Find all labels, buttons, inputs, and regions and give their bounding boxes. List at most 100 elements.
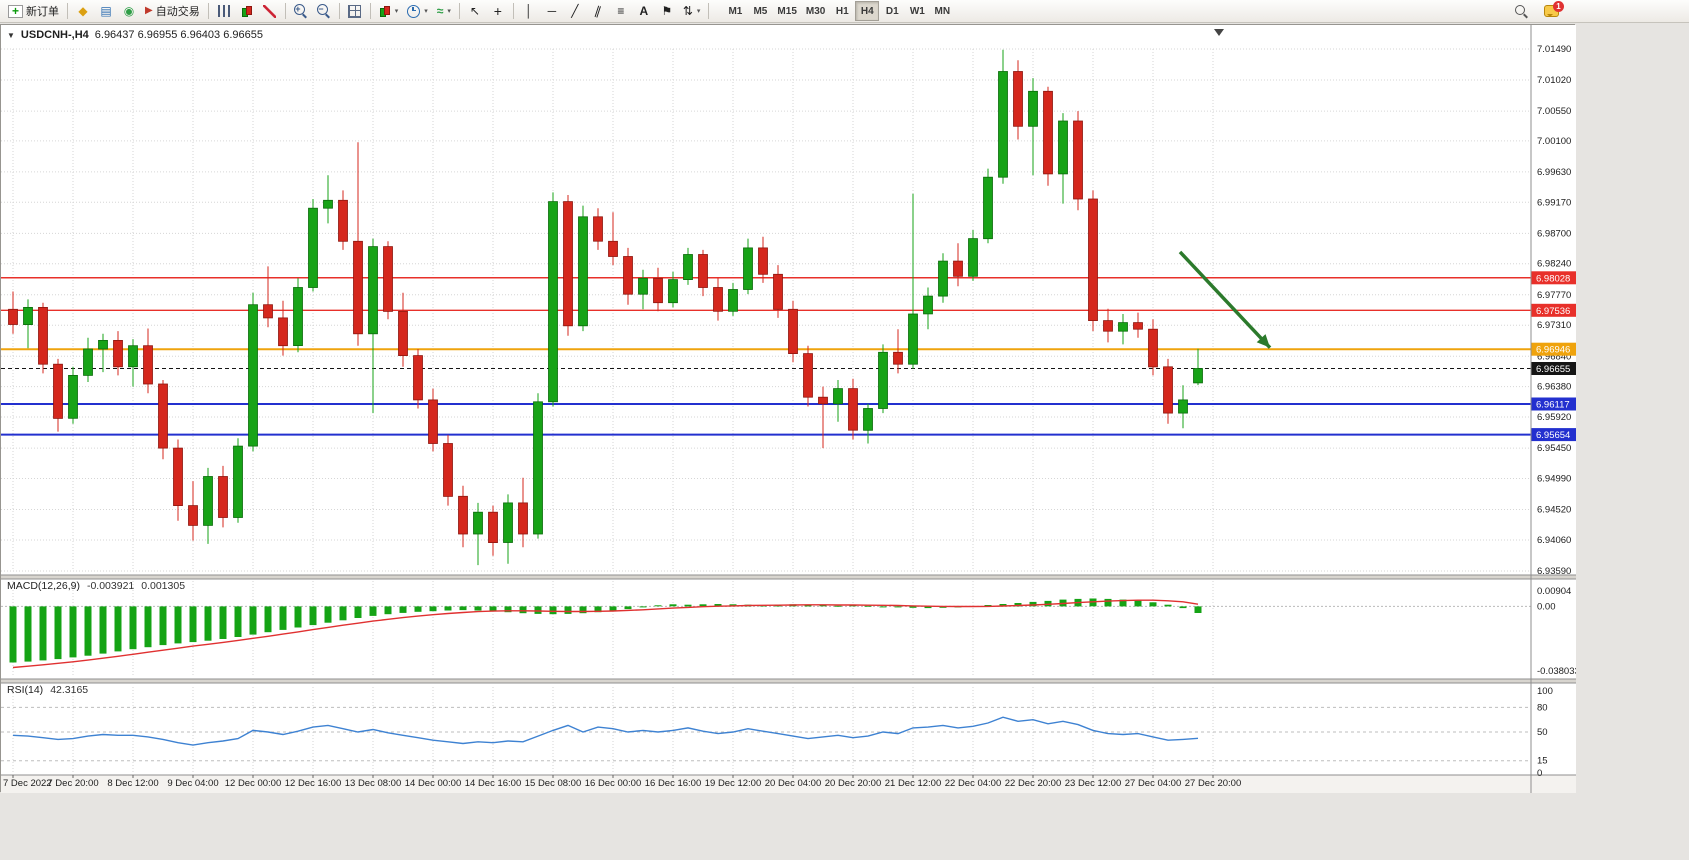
cursor-button[interactable]: ↖	[464, 1, 486, 21]
one-click-trading-toggle[interactable]: ▼	[7, 30, 15, 40]
chart-canvas[interactable]: 7.01490 7.01020 7.00550 7.00100 6.99630 6.991…	[1, 25, 1576, 793]
rsi-label: RSI(14) 42.3165	[7, 684, 88, 696]
macd-signal-line	[12, 599, 1199, 669]
search-button[interactable]	[1510, 1, 1532, 21]
candle-body	[698, 254, 708, 288]
market-watch-button[interactable]: ▤	[95, 1, 117, 21]
autotrading-label: 自动交易	[155, 6, 200, 18]
svg-text:7.00100: 7.00100	[1537, 136, 1571, 147]
navigator-button[interactable]: ◉	[118, 1, 140, 21]
zoom-in-button[interactable]: +	[290, 1, 312, 21]
autotrading-button[interactable]: ▶ 自动交易	[141, 1, 204, 21]
bar-chart-button[interactable]	[213, 1, 235, 21]
time-axis-label: 19 Dec 12:00	[705, 778, 762, 789]
label-tool-button[interactable]: ⚑	[656, 1, 678, 21]
candle-body	[1178, 399, 1188, 414]
candle-body	[668, 279, 678, 304]
indicators-button[interactable]: ≈ ▾	[433, 1, 455, 21]
candle-body	[173, 447, 183, 507]
time-axis-label: 20 Dec 20:00	[825, 778, 882, 789]
new-chart-button[interactable]: ▾	[375, 1, 403, 21]
timeframe-m15-button[interactable]: M15	[773, 1, 800, 21]
timeframe-m30-button[interactable]: M30	[802, 1, 829, 21]
candle-body	[608, 240, 618, 257]
candle-body	[83, 348, 93, 376]
candle-body	[548, 201, 558, 403]
price-badge-label: 6.97536	[1536, 306, 1570, 317]
trendline-tool-button[interactable]: ╱	[564, 1, 586, 21]
candle-body	[368, 246, 378, 335]
new-order-button[interactable]: + 新订单	[4, 1, 63, 21]
notification-badge: 1	[1553, 1, 1564, 12]
timeframe-h1-button[interactable]: H1	[830, 1, 854, 21]
chart-shift-marker[interactable]	[1214, 29, 1224, 36]
timeframe-w1-button[interactable]: W1	[905, 1, 929, 21]
timeframe-m5-button[interactable]: M5	[748, 1, 772, 21]
symbol-period-label: USDCNH-,H4	[20, 29, 89, 41]
svg-text:7.01490: 7.01490	[1537, 44, 1571, 55]
new-chart-icon	[379, 5, 391, 18]
time-axis-label: 27 Dec 04:00	[1125, 778, 1182, 789]
time-axis[interactable]	[1, 775, 1576, 793]
svg-text:6.98700: 6.98700	[1537, 228, 1571, 239]
line-chart-button[interactable]	[259, 1, 281, 21]
toolbar-right-group: 1	[1510, 1, 1564, 21]
profile-icon: ◆	[78, 4, 88, 18]
line-chart-icon	[263, 4, 277, 18]
chart-window[interactable]: 7.01490 7.01020 7.00550 7.00100 6.99630 6.991…	[0, 24, 1576, 793]
price-badge-label: 6.98028	[1536, 273, 1570, 284]
channel-tool-button[interactable]: ∥	[587, 1, 609, 21]
panel-splitter[interactable]	[1, 679, 1576, 683]
tile-windows-button[interactable]	[344, 1, 366, 21]
svg-text:6.96840: 6.96840	[1537, 351, 1571, 362]
vertical-line-tool-button[interactable]: │	[518, 1, 540, 21]
candle-body	[263, 304, 273, 319]
candle-body	[413, 355, 423, 401]
periods-button[interactable]: ▾	[403, 1, 432, 21]
svg-text:6.96380: 6.96380	[1537, 382, 1571, 393]
panel-splitter[interactable]	[1, 575, 1576, 579]
candle-body	[983, 176, 993, 240]
arrows-tool-button[interactable]: ⇅ ▾	[679, 1, 705, 21]
toolbar-separator	[284, 3, 286, 19]
horizontal-line-tool-button[interactable]: ─	[541, 1, 563, 21]
timeframe-m1-button[interactable]: M1	[723, 1, 747, 21]
notifications-button[interactable]: 1	[1540, 1, 1564, 21]
macd-value: -0.003921	[86, 580, 135, 592]
price-badge	[1531, 397, 1576, 411]
macd-name: MACD(12,26,9)	[7, 580, 80, 592]
candle-body	[1148, 328, 1158, 368]
macd-scale-label: 0.00	[1537, 601, 1556, 612]
candle-body	[713, 287, 723, 312]
time-axis-label: 8 Dec 12:00	[107, 778, 158, 789]
channel-icon: ∥	[592, 3, 603, 19]
price-badge-label: 6.96655	[1536, 364, 1570, 375]
trend-arrow-annotation[interactable]	[1178, 250, 1272, 349]
candle-body	[653, 277, 663, 304]
fibonacci-tool-button[interactable]: ≡	[610, 1, 632, 21]
zoom-out-icon: −	[316, 4, 331, 18]
text-tool-button[interactable]: A	[633, 1, 655, 21]
time-axis-label: 9 Dec 04:00	[167, 778, 218, 789]
timeframe-mn-button[interactable]: MN	[930, 1, 954, 21]
candle-body	[98, 339, 108, 350]
candle-body	[788, 308, 798, 354]
candle-body	[1118, 322, 1128, 332]
chevron-down-icon: ▾	[696, 8, 701, 15]
search-icon	[1514, 4, 1528, 18]
candles	[8, 49, 1203, 566]
time-axis-label: 16 Dec 00:00	[585, 778, 642, 789]
svg-text:6.94990: 6.94990	[1537, 474, 1571, 485]
crosshair-button[interactable]: +	[487, 1, 509, 21]
new-order-icon: +	[8, 4, 23, 18]
candle-body	[338, 199, 348, 242]
timeframe-d1-button[interactable]: D1	[880, 1, 904, 21]
candlestick-chart-button[interactable]	[236, 1, 258, 21]
zoom-out-button[interactable]: −	[313, 1, 335, 21]
timeframe-h4-button[interactable]: H4	[855, 1, 880, 21]
price-scale[interactable]: 7.01490 7.01020 7.00550 7.00100 6.99630 6.991…	[1537, 44, 1571, 577]
svg-text:6.97770: 6.97770	[1537, 290, 1571, 301]
profile-button[interactable]: ◆	[72, 1, 94, 21]
macd-scale-label: -0.038033	[1537, 666, 1576, 677]
arrows-icon: ⇅	[682, 4, 693, 18]
